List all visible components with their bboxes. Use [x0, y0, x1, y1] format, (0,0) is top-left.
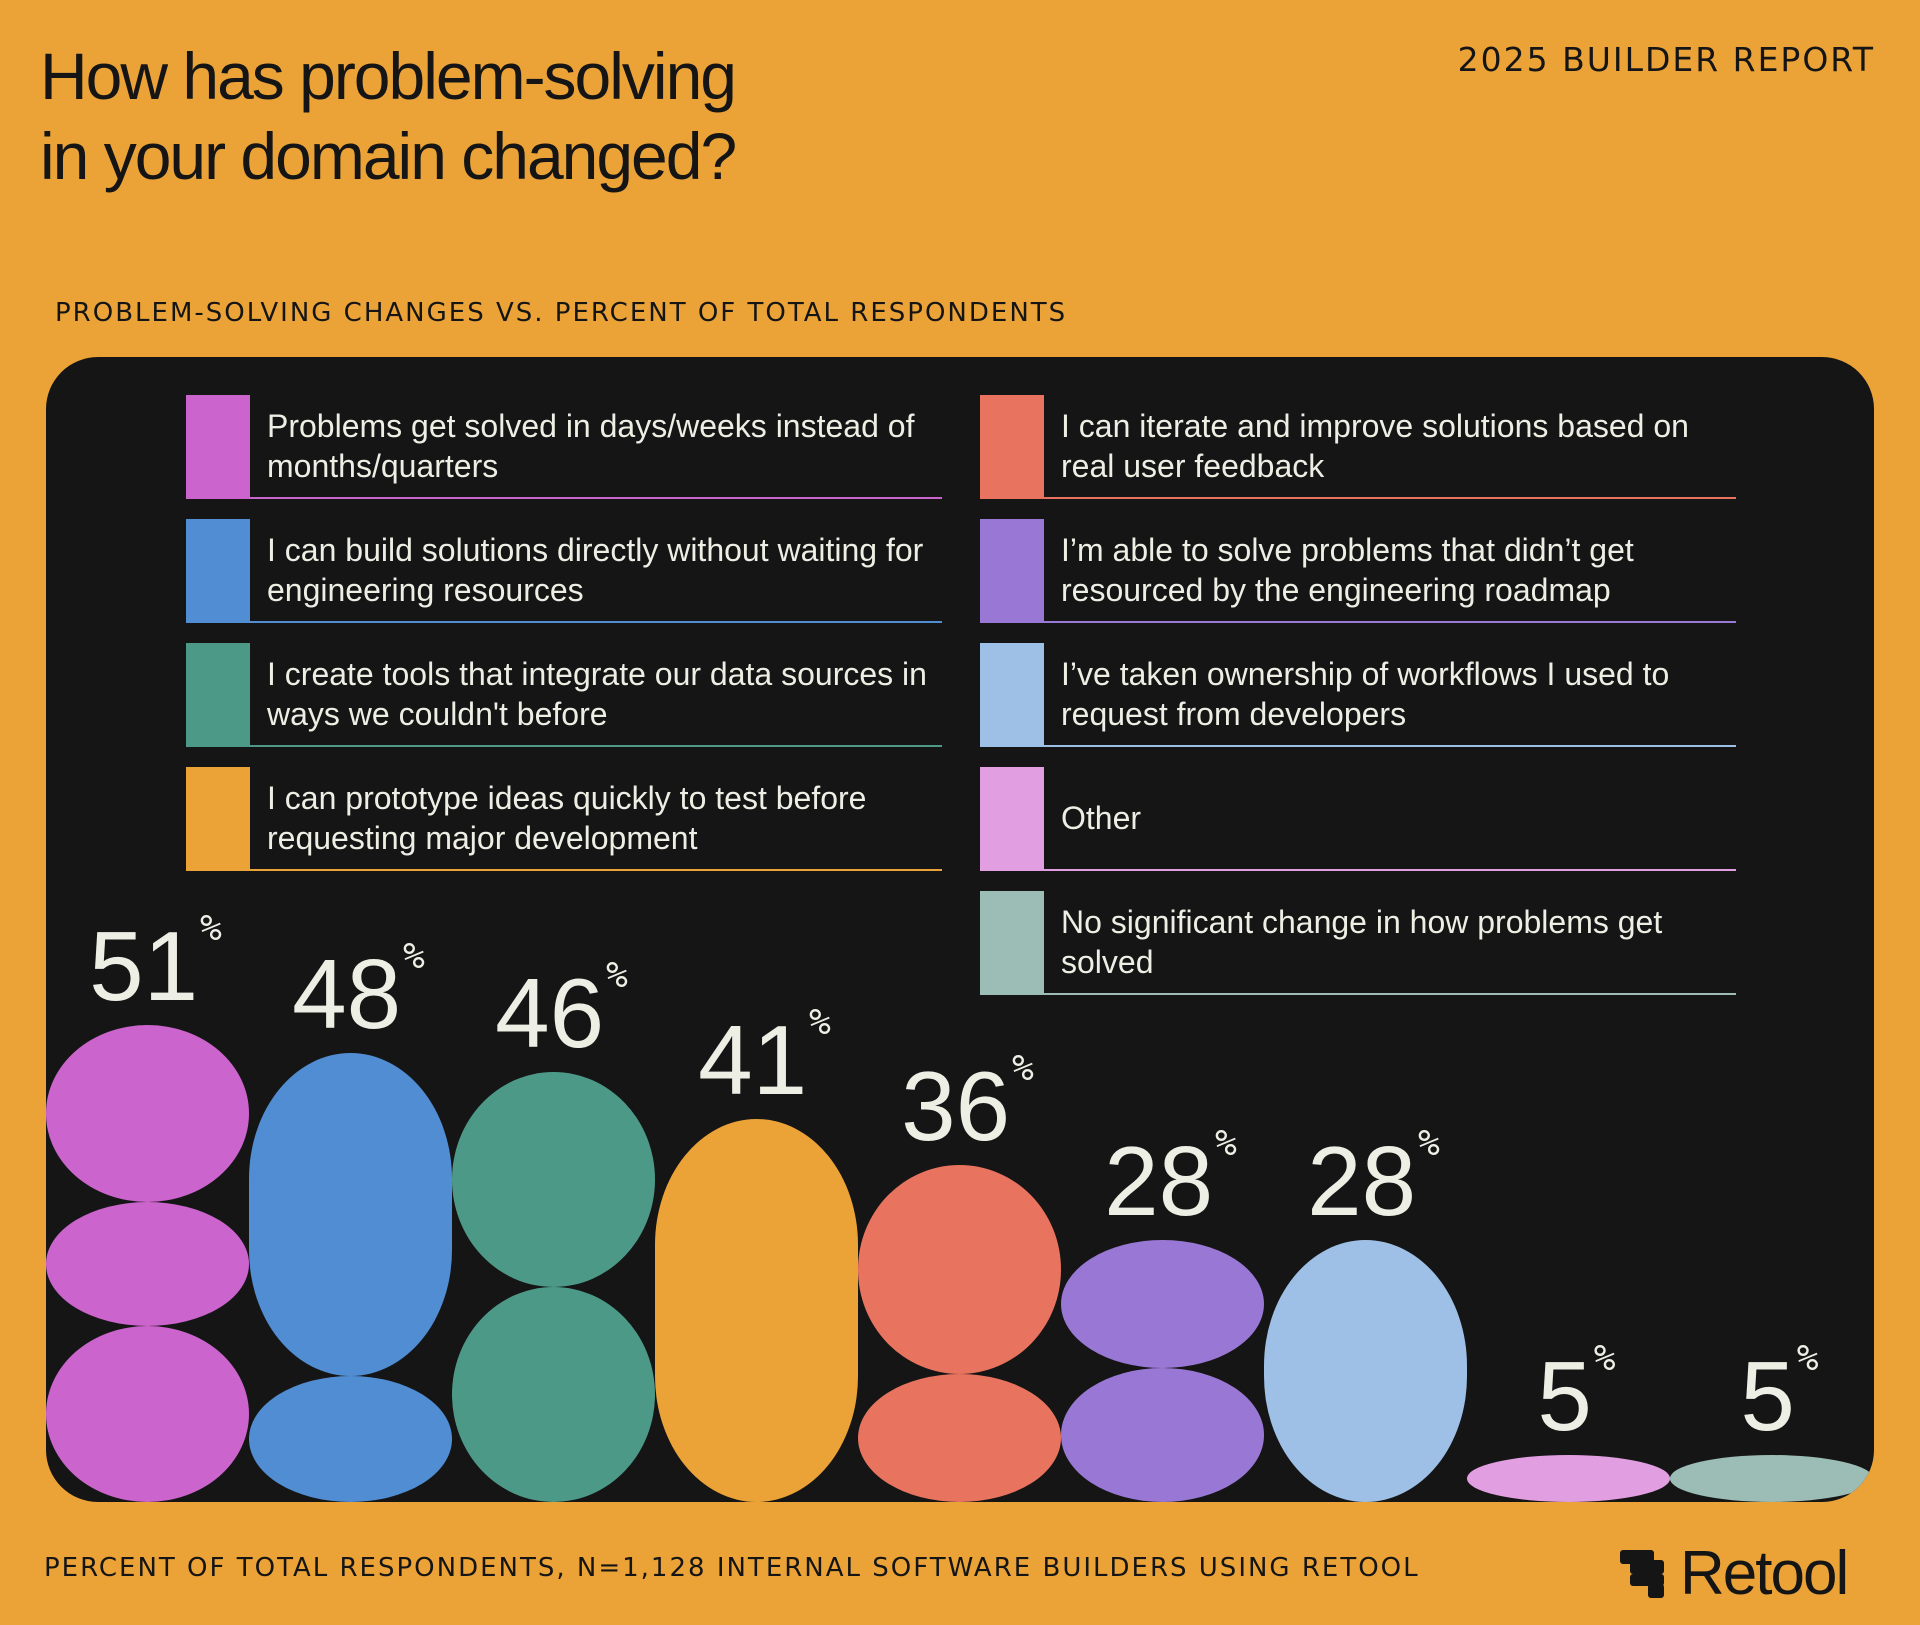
legend-item: Other: [980, 767, 1736, 871]
bar-value-label: 41%: [663, 1004, 866, 1109]
legend-label: I create tools that integrate our data s…: [267, 656, 927, 732]
percent-sign: %: [606, 954, 628, 996]
legend-item: I’m able to solve problems that didn’t g…: [980, 519, 1736, 623]
value-number: 46: [495, 957, 605, 1068]
bar-segment: [46, 1201, 249, 1326]
chart-subtitle: PROBLEM-SOLVING CHANGES VS. PERCENT OF T…: [55, 298, 1068, 328]
legend-item: I’ve taken ownership of workflows I used…: [980, 643, 1736, 747]
legend-label: I can build solutions directly without w…: [267, 532, 924, 608]
bar-segment: [1467, 1455, 1670, 1502]
bar-segment: [655, 1118, 858, 1502]
value-number: 28: [1104, 1126, 1214, 1237]
value-number: 28: [1307, 1126, 1417, 1237]
legend-item: I can prototype ideas quickly to test be…: [186, 767, 942, 871]
percent-sign: %: [1593, 1338, 1616, 1380]
value-number: 48: [292, 939, 402, 1050]
bar-segment: [452, 1071, 655, 1287]
legend-label: Problems get solved in days/weeks instea…: [267, 408, 915, 484]
value-number: 5: [1537, 1341, 1592, 1452]
legend-swatch: [186, 519, 250, 621]
legend-swatch: [980, 395, 1044, 497]
legend-item: Problems get solved in days/weeks instea…: [186, 395, 942, 499]
bar-segment: [1061, 1368, 1264, 1502]
page-title: How has problem-solving in your domain ch…: [40, 36, 737, 196]
legend-swatch: [980, 643, 1044, 745]
bar-segment: [1264, 1240, 1467, 1502]
bar-value-label: 48%: [257, 939, 460, 1044]
bar-segment: [249, 1376, 452, 1502]
footer-note: PERCENT OF TOTAL RESPONDENTS, N=1,128 IN…: [44, 1553, 1420, 1583]
legend-item: No significant change in how problems ge…: [980, 891, 1736, 995]
retool-logo-icon: [1620, 1549, 1664, 1598]
legend-swatch: [186, 395, 250, 497]
legend-label: Other: [1061, 800, 1142, 836]
percent-sign: %: [1796, 1338, 1819, 1380]
legend-label: I can iterate and improve solutions base…: [1061, 408, 1689, 484]
legend-label: I’ve taken ownership of workflows I used…: [1061, 656, 1670, 732]
percent-sign: %: [403, 936, 425, 978]
bar-value-label: 28%: [1069, 1126, 1272, 1231]
legend-label: I’m able to solve problems that didn’t g…: [1061, 532, 1634, 608]
bar-value-label: 51%: [54, 911, 257, 1016]
value-number: 41: [698, 1004, 808, 1115]
chart-panel: Problems get solved in days/weeks instea…: [46, 357, 1874, 1502]
bar-segment: [1061, 1240, 1264, 1369]
bar-segment: [452, 1286, 655, 1502]
bar-segment: [858, 1374, 1061, 1502]
percent-sign: %: [1215, 1123, 1237, 1165]
bar-segment: [249, 1053, 452, 1377]
value-number: 51: [89, 911, 199, 1022]
percent-sign: %: [1418, 1123, 1440, 1165]
legend-swatch: [980, 519, 1044, 621]
legend-label: No significant change in how problems ge…: [1061, 904, 1663, 980]
percent-sign: %: [1012, 1048, 1034, 1090]
legend-label: I can prototype ideas quickly to test be…: [267, 780, 867, 856]
bar-value-label: 5%: [1678, 1341, 1874, 1446]
retool-logo: Retool: [1620, 1538, 1849, 1609]
report-label: 2025 BUILDER REPORT: [1457, 40, 1875, 79]
legend-item: I can build solutions directly without w…: [186, 519, 942, 623]
bar-segment: [46, 1325, 249, 1502]
bar-value-label: 46%: [460, 957, 663, 1062]
logo-text: Retool: [1680, 1539, 1849, 1608]
legend-item: I can iterate and improve solutions base…: [980, 395, 1736, 499]
bar-segment: [1670, 1455, 1873, 1502]
value-number: 36: [901, 1051, 1011, 1162]
legend-swatch: [186, 643, 250, 745]
legend-swatch: [980, 767, 1044, 869]
title-line-2: in your domain changed?: [40, 119, 737, 193]
value-number: 5: [1740, 1341, 1795, 1452]
bar-value-label: 5%: [1475, 1341, 1678, 1446]
percent-sign: %: [809, 1001, 831, 1043]
bar-segment: [858, 1165, 1061, 1375]
bar-segment: [46, 1025, 249, 1202]
legend-swatch: [186, 767, 250, 869]
legend-item: I create tools that integrate our data s…: [186, 643, 942, 747]
legend-swatch: [980, 891, 1044, 993]
bar-value-label: 28%: [1272, 1126, 1475, 1231]
percent-sign: %: [200, 908, 222, 950]
bar-value-label: 36%: [866, 1051, 1069, 1156]
title-line-1: How has problem-solving: [40, 39, 737, 113]
